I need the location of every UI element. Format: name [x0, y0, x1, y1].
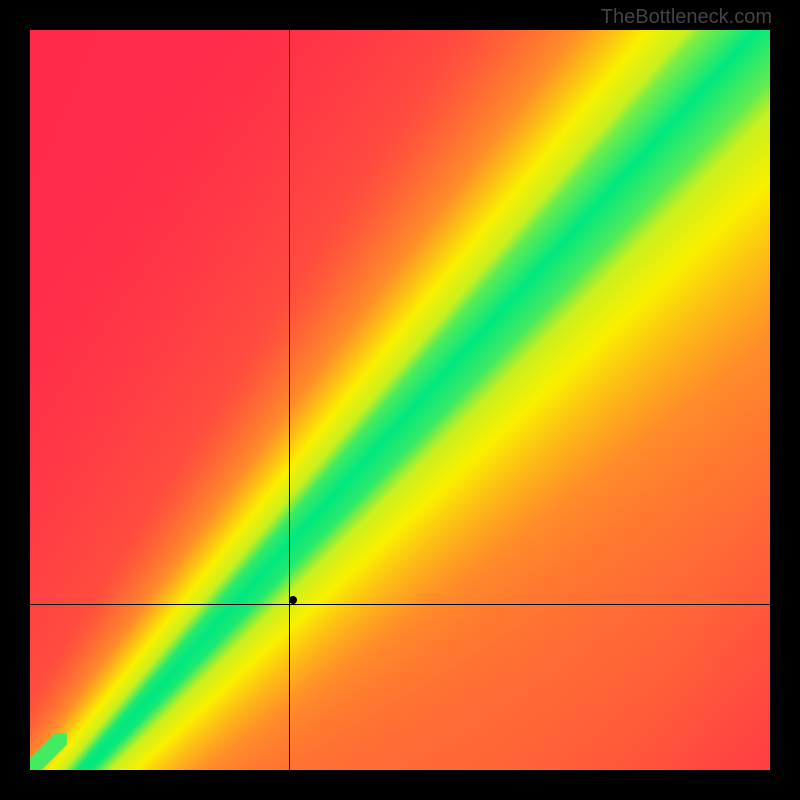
crosshair-horizontal: [30, 604, 770, 605]
heatmap-plot: [30, 30, 770, 770]
heatmap-canvas: [30, 30, 770, 770]
watermark-text: TheBottleneck.com: [601, 6, 772, 29]
crosshair-vertical: [289, 30, 290, 770]
data-point: [289, 596, 297, 604]
